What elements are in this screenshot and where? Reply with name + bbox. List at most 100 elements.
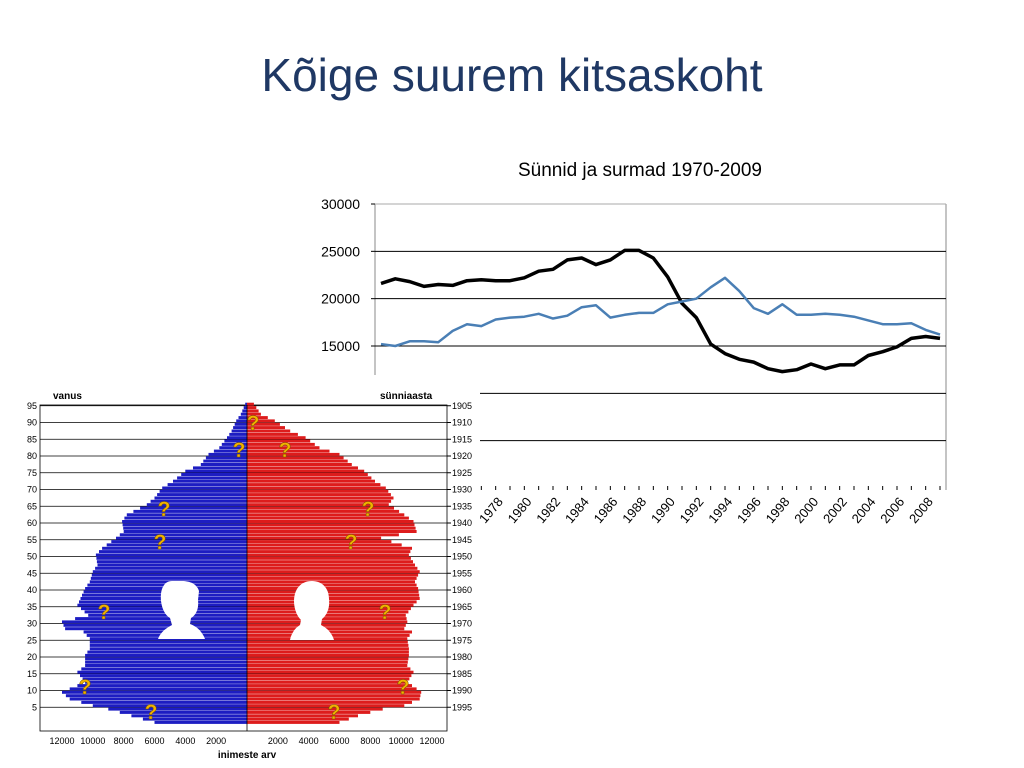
female-bar <box>247 432 298 436</box>
female-bar <box>247 720 340 724</box>
male-bar <box>122 523 247 527</box>
male-bar <box>131 714 247 718</box>
male-bar <box>221 442 247 446</box>
male-bar <box>181 473 247 476</box>
male-bar <box>119 710 247 714</box>
male-bar <box>85 680 247 684</box>
question-mark-icon: ? <box>154 531 167 554</box>
deaths-line <box>380 276 941 348</box>
x-tick-label: 1984 <box>562 494 592 526</box>
female-bar <box>247 456 344 460</box>
male-bar <box>238 416 247 420</box>
male-bar <box>154 720 247 724</box>
male-bar <box>245 402 248 406</box>
female-bar <box>247 536 382 540</box>
x-tick-label: 2004 <box>849 494 879 526</box>
male-bar <box>142 717 247 721</box>
male-bar <box>85 657 247 661</box>
male-bar <box>193 466 247 470</box>
female-bar <box>247 459 348 463</box>
male-bar <box>167 483 247 487</box>
x-tick-label: 1978 <box>476 494 506 526</box>
x-tick-label: 1990 <box>648 494 678 526</box>
female-bar <box>247 436 306 440</box>
male-bar <box>65 694 248 698</box>
age-tick-label: 70 <box>27 485 37 495</box>
age-tick-label: 45 <box>27 568 37 578</box>
male-bar <box>185 469 247 473</box>
female-bar <box>247 419 275 423</box>
female-bar <box>247 526 416 530</box>
female-bar <box>247 402 254 406</box>
female-bar <box>247 452 340 456</box>
female-bar <box>247 416 268 420</box>
birth-year-axis-label: sünniaasta <box>380 391 433 402</box>
male-bar <box>234 422 247 426</box>
female-bar <box>247 643 409 647</box>
female-bar <box>247 442 315 446</box>
female-bar <box>247 439 311 443</box>
year-tick-label: 1915 <box>452 434 472 444</box>
x-tick-label-left: 12000 <box>49 736 74 746</box>
male-bar <box>62 620 247 624</box>
female-bar <box>247 493 391 497</box>
male-bar <box>106 543 247 547</box>
female-bar <box>247 409 259 413</box>
female-bar <box>247 587 419 590</box>
question-mark-icon: ? <box>158 498 171 521</box>
female-bar <box>247 546 412 550</box>
female-bar <box>247 449 330 453</box>
male-bar <box>65 627 247 631</box>
female-bar <box>247 670 414 674</box>
male-bar <box>119 533 247 537</box>
female-bar <box>247 620 408 624</box>
year-tick-label: 1960 <box>452 585 472 595</box>
female-bar <box>247 613 406 617</box>
male-bar <box>96 556 248 560</box>
age-tick-label: 75 <box>27 468 37 478</box>
question-mark-icon: ? <box>79 676 92 699</box>
female-bar <box>247 590 419 594</box>
female-bar <box>247 496 394 500</box>
male-bar <box>89 647 248 651</box>
male-bar <box>242 409 247 413</box>
question-mark-icon: ? <box>362 498 375 521</box>
age-tick-label: 60 <box>27 518 37 528</box>
male-bar <box>116 536 247 540</box>
question-mark-icon: ? <box>98 601 111 624</box>
x-tick-label: 1992 <box>677 494 707 526</box>
female-bar <box>247 473 368 476</box>
year-tick-label: 1995 <box>452 702 472 712</box>
female-bar <box>247 543 402 547</box>
year-tick-label: 1945 <box>452 535 472 545</box>
female-bar <box>247 503 389 507</box>
y-tick-label: 25000 <box>321 243 360 259</box>
male-bar <box>77 670 248 674</box>
x-tick-label-right: 6000 <box>329 736 349 746</box>
male-bar <box>224 439 247 443</box>
male-bar <box>200 463 248 466</box>
age-axis-label: vanus <box>53 391 82 402</box>
x-tick-label: 2000 <box>791 494 821 526</box>
female-bar <box>247 580 415 584</box>
births-line <box>380 248 941 374</box>
male-bar <box>97 563 247 567</box>
year-tick-label: 1925 <box>452 468 472 478</box>
year-tick-label: 1920 <box>452 451 472 461</box>
female-bar <box>247 509 400 513</box>
male-bar <box>140 506 247 510</box>
male-bar <box>205 456 247 460</box>
plot-frame <box>39 404 448 732</box>
age-tick-label: 25 <box>27 635 37 645</box>
female-bar <box>247 479 375 483</box>
x-tick-label-right: 2000 <box>268 736 288 746</box>
female-bar <box>247 553 409 557</box>
female-bar <box>247 412 261 416</box>
male-bar <box>240 412 247 416</box>
female-bar <box>247 429 291 433</box>
female-bar <box>247 653 409 657</box>
x-tick-label-right: 8000 <box>360 736 380 746</box>
male-bar <box>150 499 247 503</box>
female-bar <box>247 446 320 450</box>
female-bar <box>247 533 399 537</box>
